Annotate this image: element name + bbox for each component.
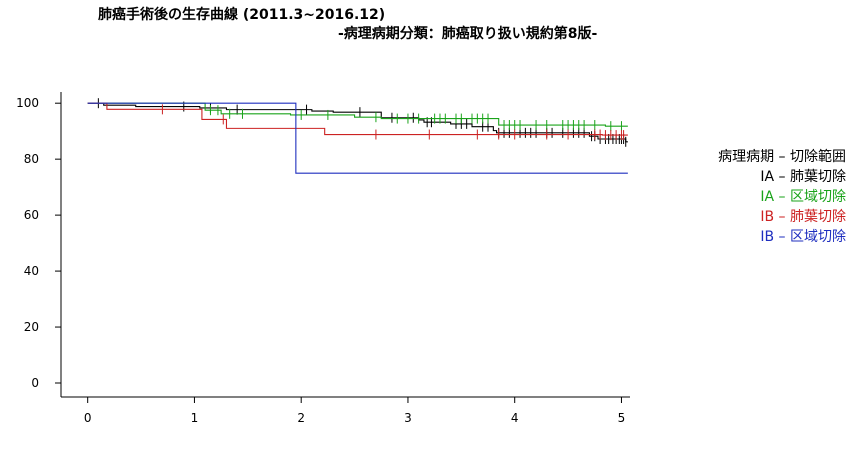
x-tick-label: 1 — [191, 411, 199, 425]
y-tick-label: 20 — [24, 320, 39, 334]
x-tick-label: 3 — [404, 411, 412, 425]
x-tick-label: 5 — [618, 411, 626, 425]
legend-item-ia-lobectomy: IA – 肺葉切除 — [760, 169, 846, 185]
survival-curve-series-2 — [87, 102, 628, 127]
x-tick-label: 0 — [84, 411, 92, 425]
chart-title: 肺癌手術後の生存曲線 (2011.3~2016.12) — [98, 7, 386, 23]
x-tick-label: 4 — [511, 411, 519, 425]
chart-subtitle: -病理病期分類：肺癌取り扱い規約第8版- — [338, 26, 598, 42]
legend-item-ib-lobectomy: IB – 肺葉切除 — [760, 209, 846, 225]
legend-title: 病理病期 – 切除範囲 — [718, 149, 846, 165]
legend-item-ia-segmentectomy: IA – 区域切除 — [760, 189, 846, 205]
y-tick-label: 100 — [16, 96, 39, 110]
x-tick-label: 2 — [297, 411, 305, 425]
legend: 病理病期 – 切除範囲 IA – 肺葉切除 IA – 区域切除 IB – 肺葉切… — [718, 147, 846, 247]
survival-curve-series-3 — [87, 102, 628, 136]
y-tick-label: 0 — [31, 376, 39, 390]
y-tick-label: 80 — [24, 152, 39, 166]
y-tick-label: 60 — [24, 208, 39, 222]
legend-item-ib-segmentectomy: IB – 区域切除 — [760, 229, 846, 245]
survival-curve-series-4 — [87, 102, 628, 174]
y-tick-label: 40 — [24, 264, 39, 278]
